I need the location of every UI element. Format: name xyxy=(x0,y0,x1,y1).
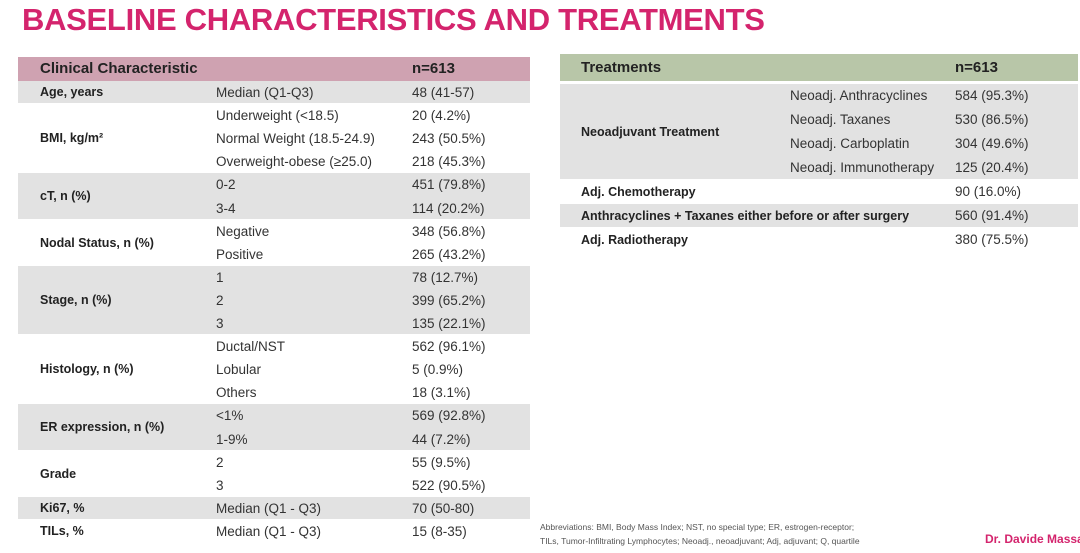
row-value: 55 (9.5%) xyxy=(412,454,471,470)
row-value: 15 (8-35) xyxy=(412,523,467,539)
row-value: 5 (0.9%) xyxy=(412,362,464,378)
row-label: cT, n (%) xyxy=(40,189,91,204)
row-subcategory: Neoadj. Anthracyclines xyxy=(790,88,928,103)
row-subcategory: Ductal/NST xyxy=(216,339,286,355)
row-value: 90 (16.0%) xyxy=(955,184,1022,199)
row-value: 562 (96.1%) xyxy=(412,339,486,355)
table-group-bg xyxy=(560,228,1078,251)
row-value: 18 (3.1%) xyxy=(412,385,471,401)
table-header-bg xyxy=(560,54,1078,81)
row-label: Histology, n (%) xyxy=(40,362,134,377)
row-label: Ki67, % xyxy=(40,500,85,515)
row-subcategory: Others xyxy=(216,385,257,401)
row-label: Neoadjuvant Treatment xyxy=(581,125,720,139)
row-subcategory: Overweight-obese (≥25.0) xyxy=(216,154,372,170)
table-group-bg xyxy=(18,265,530,335)
row-value: 70 (50-80) xyxy=(412,500,475,516)
row-subcategory: Median (Q1-Q3) xyxy=(216,85,314,100)
row-label: Stage, n (%) xyxy=(40,292,112,307)
row-value: 399 (65.2%) xyxy=(412,292,486,308)
row-subcategory: 1 xyxy=(216,269,224,285)
table-group-bg xyxy=(560,204,1078,227)
author: Dr. Davide Massa xyxy=(985,532,1080,546)
row-subcategory: 1-9% xyxy=(216,431,248,447)
table-group-bg xyxy=(18,496,530,519)
row-value: 560 (91.4%) xyxy=(955,208,1029,223)
row-subcategory: Lobular xyxy=(216,362,262,378)
row-subcategory: Normal Weight (18.5-24.9) xyxy=(216,131,375,147)
table-header: n=613 xyxy=(955,59,998,76)
footnote-line: Abbreviations: BMI, Body Mass Index; NST… xyxy=(540,522,855,532)
row-label: Nodal Status, n (%) xyxy=(40,235,154,250)
row-label: ER expression, n (%) xyxy=(40,420,165,435)
table-group-bg xyxy=(18,404,530,450)
row-label: BMI, kg/m² xyxy=(40,131,104,146)
row-value: 20 (4.2%) xyxy=(412,108,471,124)
table-group-bg xyxy=(18,81,530,104)
row-subcategory: Neoadj. Immunotherapy xyxy=(790,160,935,175)
row-value: 78 (12.7%) xyxy=(412,269,479,285)
slide-title: BASELINE CHARACTERISTICS AND TREATMENTS xyxy=(22,2,765,37)
table-group-bg xyxy=(560,84,1078,179)
table-header: Clinical Characteristic xyxy=(40,60,198,77)
table-group-bg xyxy=(18,519,530,542)
row-value: 584 (95.3%) xyxy=(955,88,1029,103)
row-value: 44 (7.2%) xyxy=(412,431,471,447)
row-value: 48 (41-57) xyxy=(412,85,475,100)
row-subcategory: Neoadj. Taxanes xyxy=(790,112,891,127)
table-group-bg xyxy=(18,104,530,173)
row-label: Age, years xyxy=(40,85,104,99)
footnote-line: TILs, Tumor-Infiltrating Lymphocytes; Ne… xyxy=(540,536,860,546)
row-value: 265 (43.2%) xyxy=(412,246,486,262)
row-value: 348 (56.8%) xyxy=(412,223,486,239)
row-label: Adj. Radiotherapy xyxy=(581,233,688,247)
table-group-bg xyxy=(560,180,1078,203)
table-header: n=613 xyxy=(412,60,455,77)
row-value: 451 (79.8%) xyxy=(412,177,486,193)
row-subcategory: 0-2 xyxy=(216,177,236,193)
row-label: Anthracyclines + Taxanes either before o… xyxy=(581,209,910,223)
row-label: Adj. Chemotherapy xyxy=(581,185,696,199)
row-subcategory: 2 xyxy=(216,292,224,308)
row-subcategory: 3 xyxy=(216,477,224,493)
table-group-bg xyxy=(18,219,530,265)
row-value: 522 (90.5%) xyxy=(412,477,486,493)
table-group-bg xyxy=(18,450,530,496)
table-group-bg xyxy=(18,173,530,219)
row-value: 243 (50.5%) xyxy=(412,131,486,147)
row-subcategory: Neoadj. Carboplatin xyxy=(790,136,910,151)
row-value: 380 (75.5%) xyxy=(955,232,1029,247)
row-value: 135 (22.1%) xyxy=(412,316,486,331)
row-subcategory: Underweight (<18.5) xyxy=(216,108,339,124)
row-value: 218 (45.3%) xyxy=(412,154,486,170)
row-subcategory: Median (Q1 - Q3) xyxy=(216,523,322,539)
table-header: Treatments xyxy=(581,59,662,76)
row-value: 304 (49.6%) xyxy=(955,136,1029,151)
row-value: 530 (86.5%) xyxy=(955,112,1029,127)
row-subcategory: Median (Q1 - Q3) xyxy=(216,500,322,516)
row-subcategory: 3-4 xyxy=(216,200,236,216)
row-label: TILs, % xyxy=(40,523,84,538)
row-value: 569 (92.8%) xyxy=(412,408,486,424)
row-subcategory: Negative xyxy=(216,223,270,239)
row-subcategory: 2 xyxy=(216,454,224,470)
row-value: 125 (20.4%) xyxy=(955,160,1029,175)
row-value: 114 (20.2%) xyxy=(412,200,485,216)
table-header-bg xyxy=(18,57,530,81)
row-subcategory: 3 xyxy=(216,316,224,331)
table-group-bg xyxy=(18,335,530,404)
row-subcategory: Positive xyxy=(216,246,264,262)
row-subcategory: <1% xyxy=(216,408,244,424)
row-label: Grade xyxy=(40,466,77,481)
